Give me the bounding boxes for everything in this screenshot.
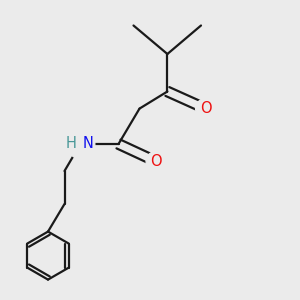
Circle shape <box>146 152 166 171</box>
Text: O: O <box>200 101 211 116</box>
Text: N: N <box>82 136 93 152</box>
Circle shape <box>66 130 95 158</box>
Circle shape <box>196 99 215 118</box>
Text: H: H <box>66 136 77 152</box>
Text: O: O <box>150 154 162 169</box>
